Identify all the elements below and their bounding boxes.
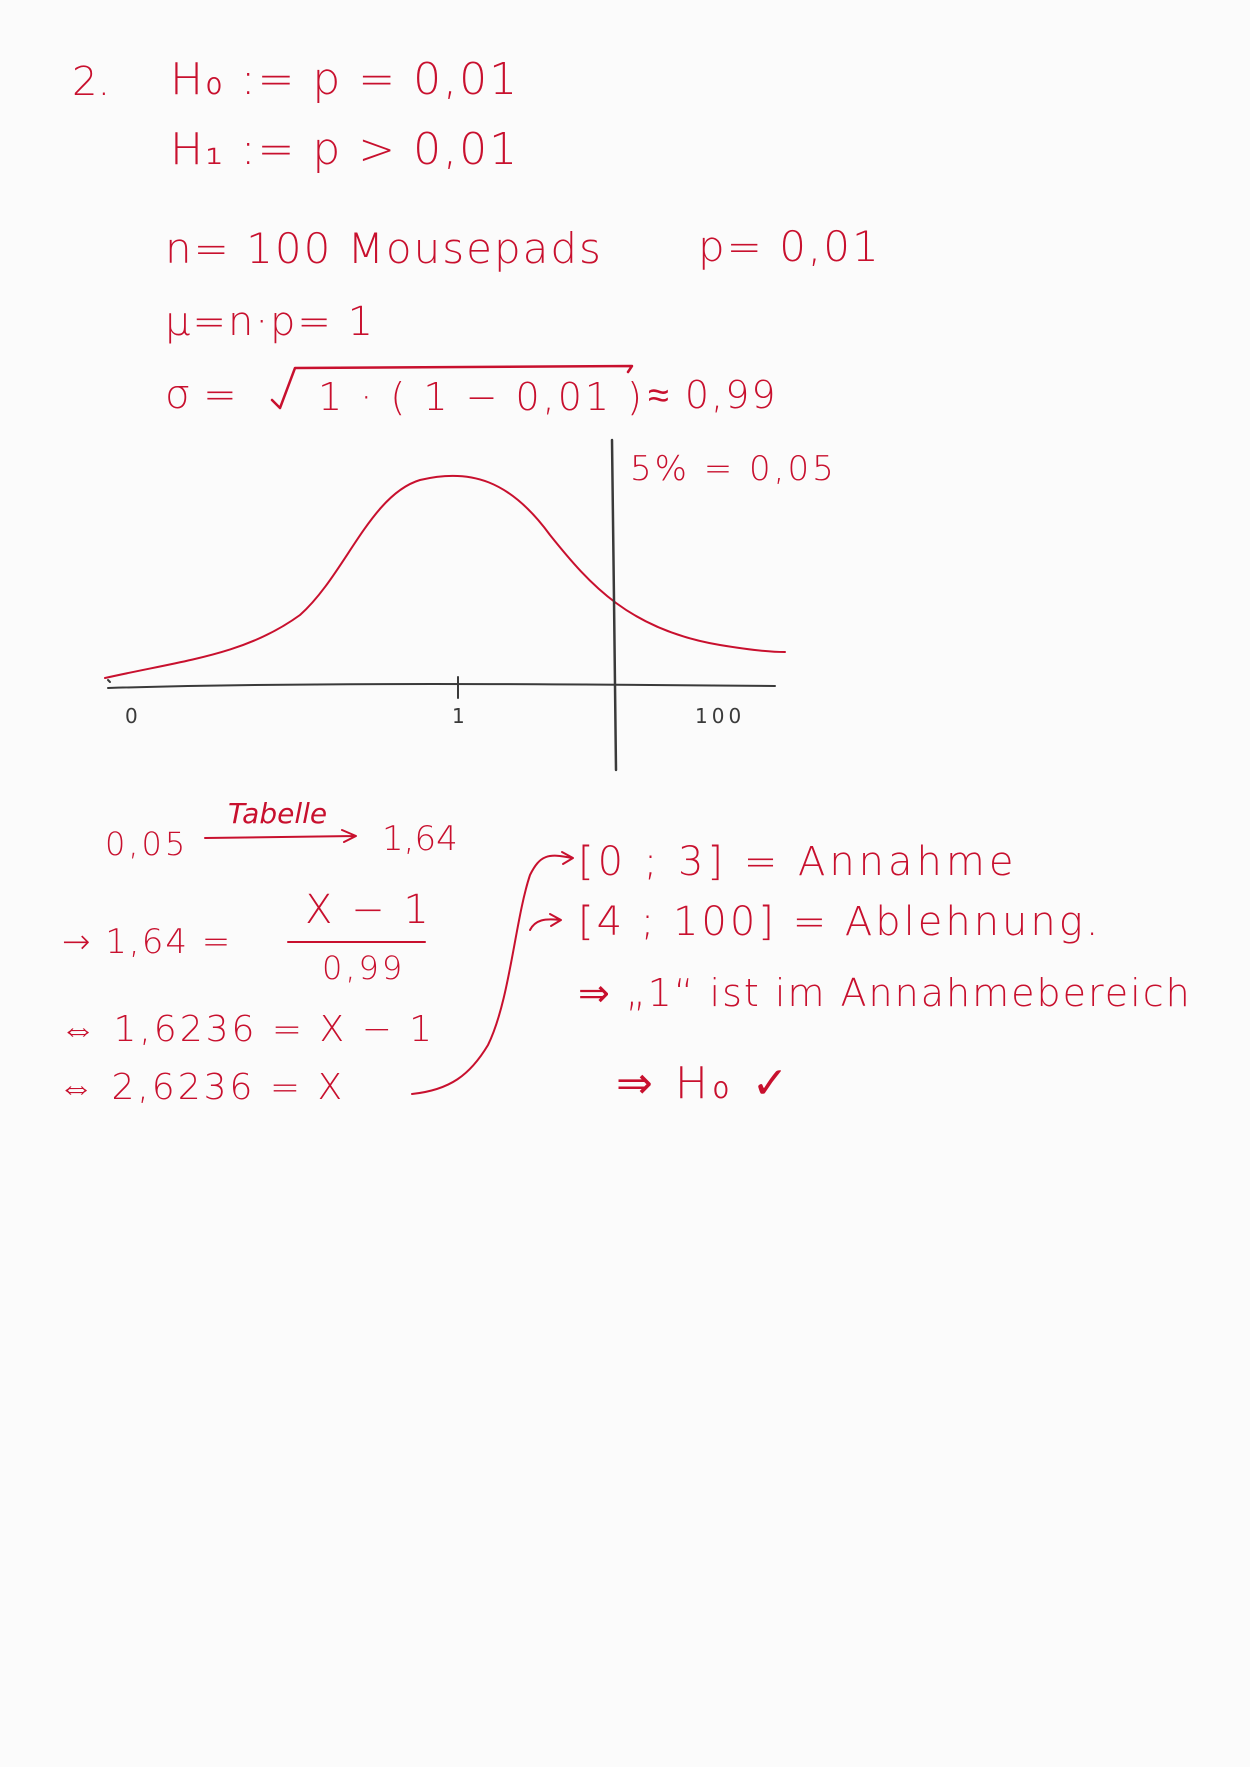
table-word: Tabelle [228, 797, 328, 830]
sigma-label: σ = [165, 372, 237, 418]
axis-label-100: 100 [695, 704, 746, 728]
connector-arrow-1 [561, 851, 574, 865]
exercise-number: 2. [72, 59, 111, 105]
null-hypothesis: H₀ := p = 0,01 [170, 54, 520, 105]
axis-label-1: 1 [452, 704, 465, 728]
x-axis [107, 683, 776, 689]
axis-label-0: 0 [125, 704, 138, 728]
equation-3: ⇔ 2,6236 = X [58, 1067, 346, 1108]
probability-p: p= 0,01 [698, 222, 881, 271]
alternative-hypothesis: H₁ := p > 0,01 [170, 124, 520, 175]
conclusion-line: ⇒ „1“ ist im Annahmebereich [578, 971, 1192, 1015]
z-value: 1,64 [382, 819, 458, 859]
axis-start-dot [107, 679, 111, 683]
critical-line [610, 438, 618, 772]
expected-value: μ=n·p= 1 [165, 299, 376, 345]
equation-2: ⇔ 1,6236 = X − 1 [60, 1009, 436, 1050]
alpha-value: 0,05 [105, 825, 189, 863]
equation-1-denominator: 0,99 [322, 949, 406, 987]
equation-1-numerator: X − 1 [305, 887, 432, 933]
normal-distribution-curve [104, 474, 786, 679]
sample-size: n= 100 Mousepads [165, 224, 603, 273]
sigma-radicand: 1 · ( 1 − 0,01 ) [318, 375, 646, 419]
connector-curve [411, 854, 573, 1095]
sigma-result: ≈ 0,99 [648, 373, 778, 417]
sqrt-sign [270, 364, 634, 410]
connector-branch [529, 913, 562, 931]
alpha-label: 5% = 0,05 [630, 449, 837, 489]
acceptance-region: [0 ; 3] = Annahme [578, 839, 1018, 885]
table-arrow [204, 829, 357, 843]
final-decision: ⇒ H₀ ✓ [616, 1058, 793, 1109]
equation-1-lhs: → 1,64 = [62, 922, 233, 962]
rejection-region: [4 ; 100] = Ablehnung. [578, 899, 1102, 945]
